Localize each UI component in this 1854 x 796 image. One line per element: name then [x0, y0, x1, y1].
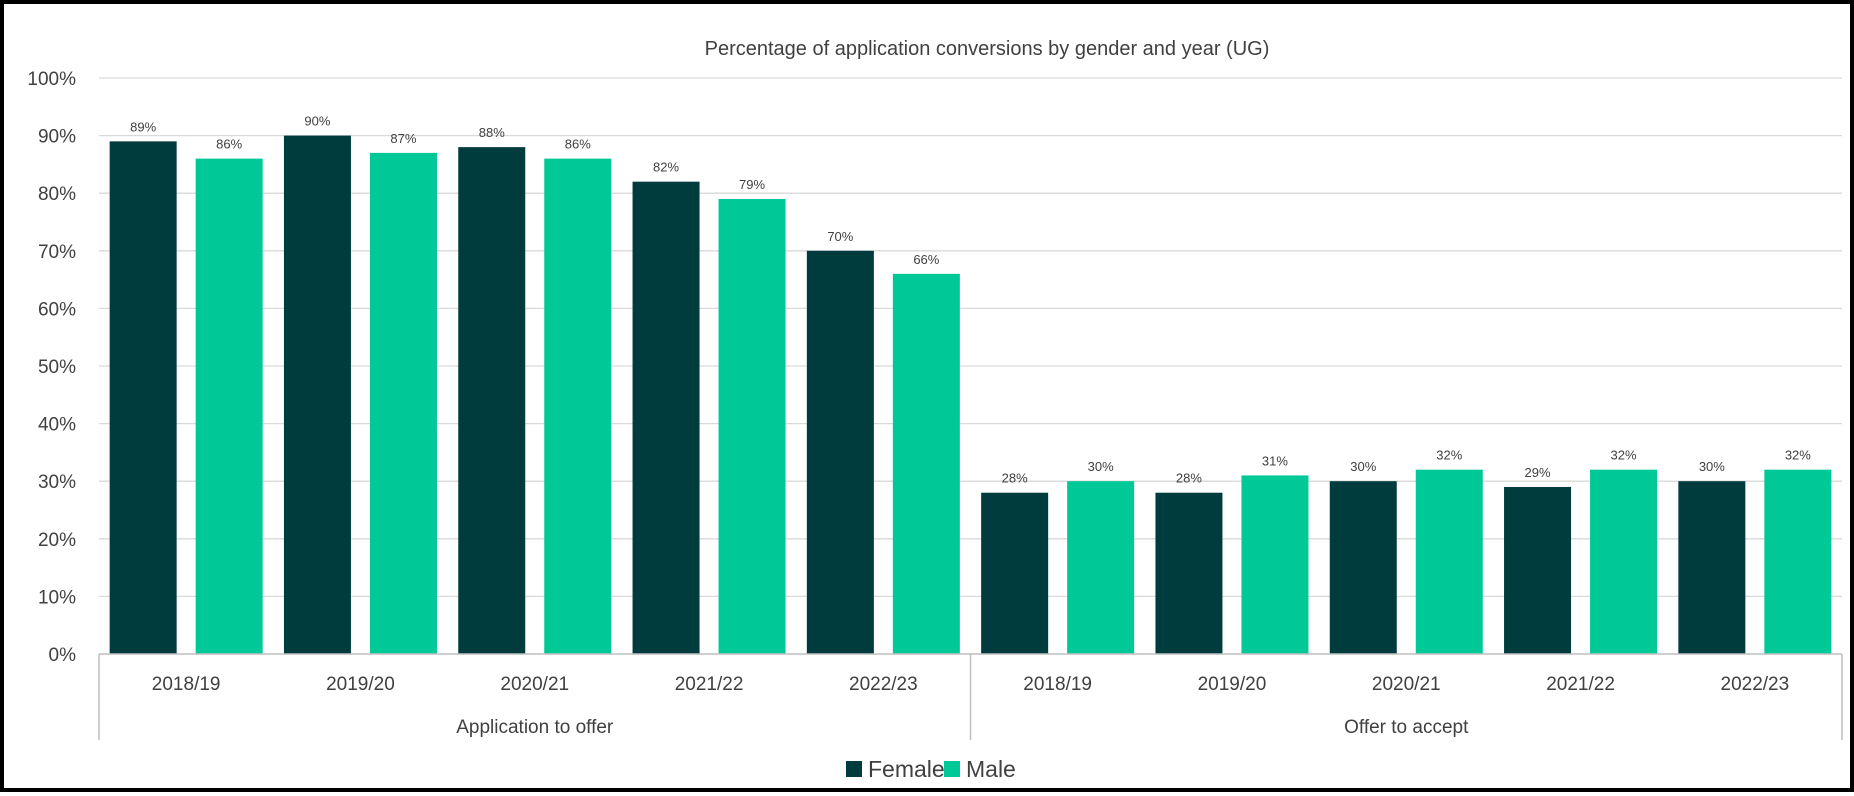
x-tick-label: 2021/22 [1546, 674, 1615, 695]
bar-female-6 [981, 492, 1049, 654]
legend-label-female: Female [868, 756, 945, 782]
bar-chart: Percentage of application conversions by… [27, 38, 1843, 782]
data-label: 28% [1176, 471, 1202, 486]
bar-male-3 [544, 158, 612, 654]
bars [109, 135, 1832, 655]
bar-male-7 [1241, 475, 1309, 654]
legend-label-male: Male [966, 756, 1016, 782]
x-tick-label: 2022/23 [1721, 674, 1790, 695]
bar-male-5 [892, 273, 960, 654]
data-label: 89% [130, 119, 156, 134]
data-label: 87% [390, 131, 416, 146]
y-tick-label: 50% [38, 357, 76, 378]
bar-male-8 [1415, 469, 1483, 654]
data-label: 32% [1785, 448, 1811, 463]
y-axis-tick-labels: 0% 10% 20% 30% 40% 50% 60% 70% 80% 90% 100% [27, 69, 76, 666]
bar-male-6 [1067, 481, 1135, 654]
data-label: 32% [1611, 448, 1637, 463]
bar-male-2 [369, 152, 437, 654]
data-label: 86% [565, 137, 591, 152]
bar-female-8 [1329, 481, 1397, 654]
x-tick-label: 2018/19 [1023, 674, 1092, 695]
bar-female-9 [1504, 486, 1572, 654]
data-labels: 89% 90% 88% 82% 70% 28% 28% 30% 29% 30% 86% 87% 86% 7… [130, 114, 1811, 486]
data-label: 70% [827, 229, 853, 244]
y-tick-label: 0% [49, 645, 77, 666]
y-tick-label: 40% [38, 415, 76, 436]
data-label: 32% [1436, 448, 1462, 463]
group-label: Offer to accept [1344, 717, 1469, 738]
data-label: 28% [1002, 471, 1028, 486]
x-tick-label: 2018/19 [152, 674, 221, 695]
bar-female-3 [458, 147, 526, 654]
bar-male-10 [1764, 469, 1832, 654]
bar-female-7 [1155, 492, 1223, 654]
y-tick-label: 80% [38, 184, 76, 205]
x-tick-label: 2019/20 [326, 674, 395, 695]
y-tick-label: 100% [27, 69, 76, 90]
data-label: 31% [1262, 453, 1288, 468]
group-label: Application to offer [456, 717, 614, 738]
y-tick-label: 90% [38, 127, 76, 148]
y-tick-label: 70% [38, 242, 76, 263]
data-label: 30% [1088, 459, 1114, 474]
x-tick-label: 2020/21 [500, 674, 569, 695]
y-tick-label: 10% [38, 587, 76, 608]
data-label: 30% [1350, 459, 1376, 474]
data-label: 29% [1525, 465, 1551, 480]
bar-female-10 [1678, 481, 1746, 654]
legend: Female Male [846, 756, 1016, 782]
bar-female-2 [283, 135, 351, 655]
data-label: 90% [304, 114, 330, 129]
bar-male-4 [718, 198, 786, 654]
data-label: 66% [913, 252, 939, 267]
bar-female-4 [632, 181, 700, 654]
y-tick-label: 20% [38, 530, 76, 551]
x-tick-label: 2019/20 [1198, 674, 1267, 695]
data-label: 88% [479, 125, 505, 140]
bar-male-9 [1590, 469, 1658, 654]
x-axis: 2018/19 2019/20 2020/21 2021/22 2022/23 2018/… [98, 653, 1843, 740]
data-label: 82% [653, 160, 679, 175]
legend-swatch-female [846, 761, 862, 777]
y-tick-label: 30% [38, 472, 76, 493]
x-tick-label: 2020/21 [1372, 674, 1441, 695]
gridlines [99, 77, 1842, 598]
data-label: 86% [216, 137, 242, 152]
data-label: 30% [1699, 459, 1725, 474]
legend-swatch-male [944, 761, 960, 777]
bar-female-1 [109, 141, 177, 655]
x-tick-label: 2021/22 [675, 674, 744, 695]
x-tick-label: 2022/23 [849, 674, 918, 695]
bar-male-1 [195, 158, 263, 654]
data-label: 79% [739, 177, 765, 192]
chart-title: Percentage of application conversions by… [705, 38, 1270, 60]
bar-female-5 [806, 250, 874, 655]
y-tick-label: 60% [38, 299, 76, 320]
